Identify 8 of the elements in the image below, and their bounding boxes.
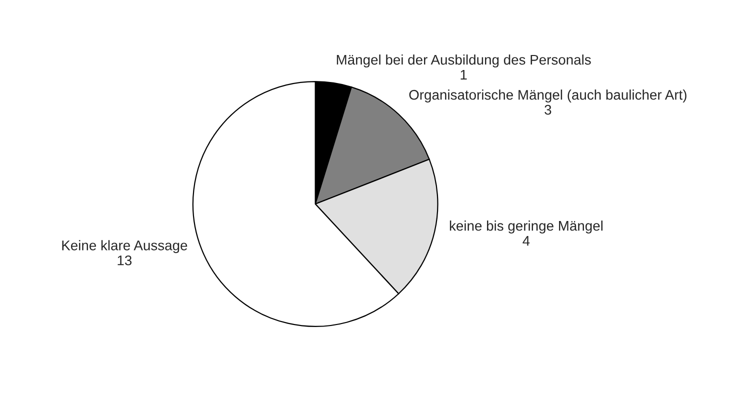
data-label: 4 xyxy=(522,236,530,246)
data-label: 13 xyxy=(118,255,132,266)
slice-label: keine bis geringe Mängel xyxy=(450,220,602,234)
data-label: 3 xyxy=(544,104,552,115)
data-label: 1 xyxy=(460,70,467,80)
slice-label: Organisatorische Mängel (auch baulicher Art) xyxy=(409,90,686,102)
slice-label: Keine klare Aussage xyxy=(62,240,188,254)
slice-label: Mängel bei der Ausbildung des Personals xyxy=(336,54,591,68)
